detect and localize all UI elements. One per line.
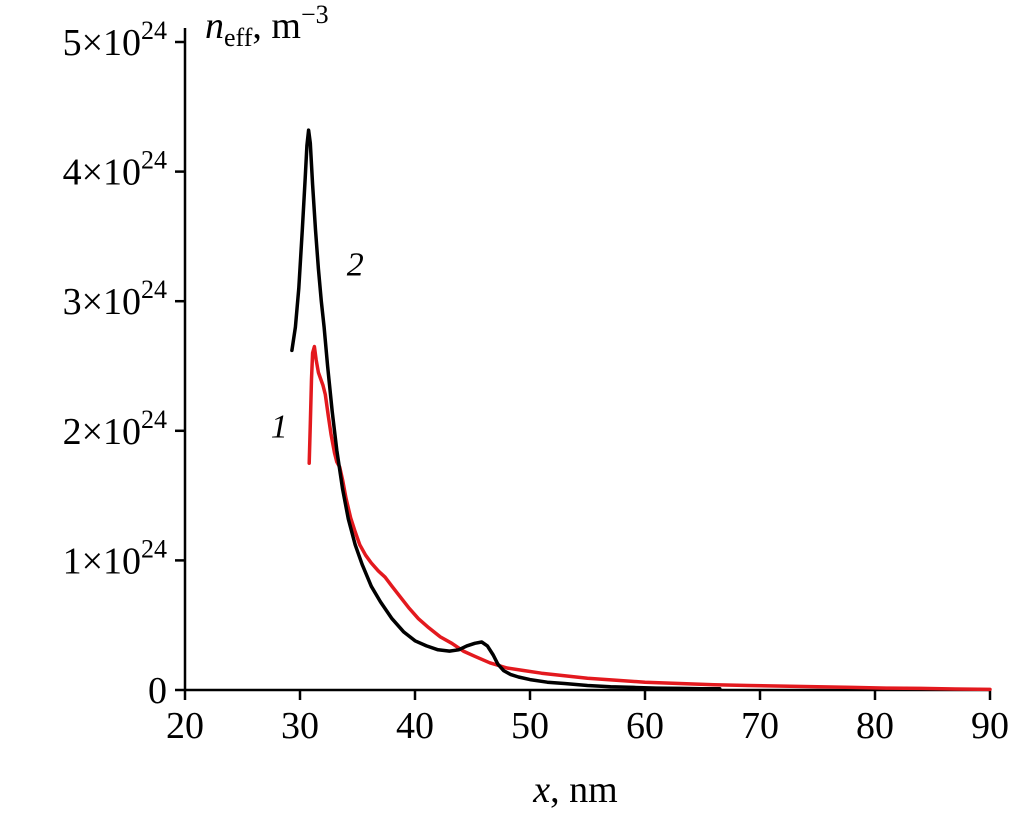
series-line-2 xyxy=(290,128,722,691)
x-tick-label: 40 xyxy=(396,705,434,747)
y-tick-label: 4×1024 xyxy=(63,146,167,194)
series-line-1 xyxy=(307,344,992,692)
x-tick-label: 20 xyxy=(166,705,204,747)
y-tick-label: 3×1024 xyxy=(63,275,167,323)
y-tick-label: 2×1024 xyxy=(63,405,167,453)
y-tick-label: 5×1024 xyxy=(63,16,167,64)
curve-label-1: 1 xyxy=(271,408,288,445)
x-tick-label: 70 xyxy=(741,705,779,747)
x-axis-title: x, nm xyxy=(532,769,617,811)
curve-label-2: 2 xyxy=(347,246,364,283)
x-tick-label: 60 xyxy=(626,705,664,747)
y-tick-group: 0 1×1024 2×1024 3×1024 4×1024 5×1024 xyxy=(63,16,185,712)
x-tick-label: 50 xyxy=(511,705,549,747)
y-tick-label: 0 xyxy=(148,670,167,712)
x-tick-group: 20 30 40 50 60 70 80 90 xyxy=(166,690,1009,747)
x-tick-label: 90 xyxy=(971,705,1009,747)
x-tick-label: 30 xyxy=(281,705,319,747)
x-tick-label: 80 xyxy=(856,705,894,747)
y-tick-label: 1×1024 xyxy=(63,534,167,582)
y-axis-title: neff, m−3 xyxy=(205,0,329,52)
